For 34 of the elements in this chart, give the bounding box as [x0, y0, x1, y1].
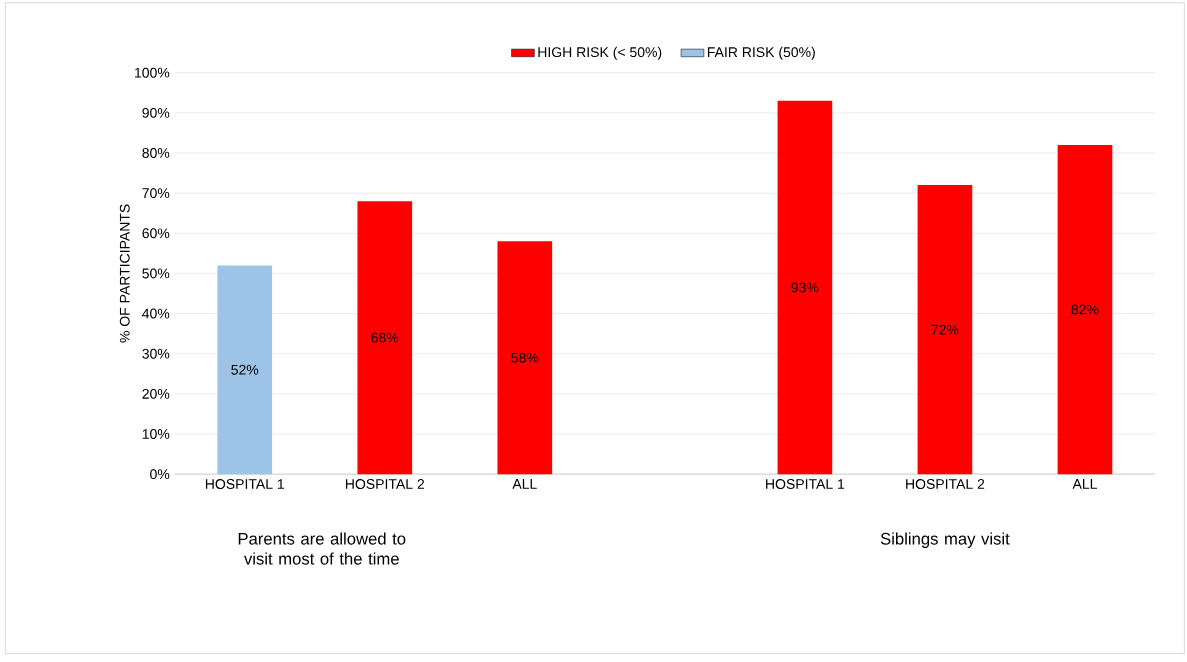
data-label: 93%	[791, 282, 819, 293]
bar	[1057, 145, 1113, 475]
bar	[357, 201, 413, 475]
y-tick-label: 30%	[142, 348, 170, 359]
text: Siblings may visit	[880, 532, 1010, 549]
data-label: 52%	[231, 365, 259, 375]
y-tick-label: 60%	[142, 228, 170, 239]
data-label: 82%	[1071, 304, 1099, 315]
x-tick-label: ALL	[1072, 479, 1097, 489]
x-tick-label: HOSPITAL 1	[766, 479, 845, 490]
y-tick-label: 100%	[135, 67, 170, 78]
data-label: 68%	[371, 332, 399, 343]
y-tick-label: 80%	[142, 148, 170, 159]
data-label: 72%	[931, 324, 959, 335]
x-tick-label: HOSPITAL 2	[906, 479, 985, 490]
y-tick-label: 50%	[142, 268, 170, 279]
y-tick-label: 90%	[142, 108, 170, 119]
bar	[917, 185, 973, 475]
data-label: 58%	[511, 353, 539, 363]
bar	[497, 241, 553, 475]
y-tick-label: 10%	[142, 429, 170, 440]
x-tick-label: HOSPITAL 1	[205, 479, 284, 490]
x-tick-label: ALL	[512, 479, 537, 489]
y-axis-title: % OF PARTICIPANTS	[119, 204, 130, 343]
legend-label: HIGH RISK (< 50%)	[538, 47, 662, 61]
x-tick-label: HOSPITAL 2	[345, 479, 425, 490]
legend-label: FAIR RISK (50%)	[707, 47, 815, 61]
y-tick-label: 20%	[142, 389, 170, 400]
bar	[217, 265, 273, 475]
y-tick-label: 0%	[150, 469, 170, 480]
text: Parents are allowed to visit most of the time	[238, 532, 406, 565]
y-tick-label: 40%	[142, 308, 170, 319]
y-tick-label: 70%	[142, 188, 170, 199]
bar	[777, 101, 833, 475]
